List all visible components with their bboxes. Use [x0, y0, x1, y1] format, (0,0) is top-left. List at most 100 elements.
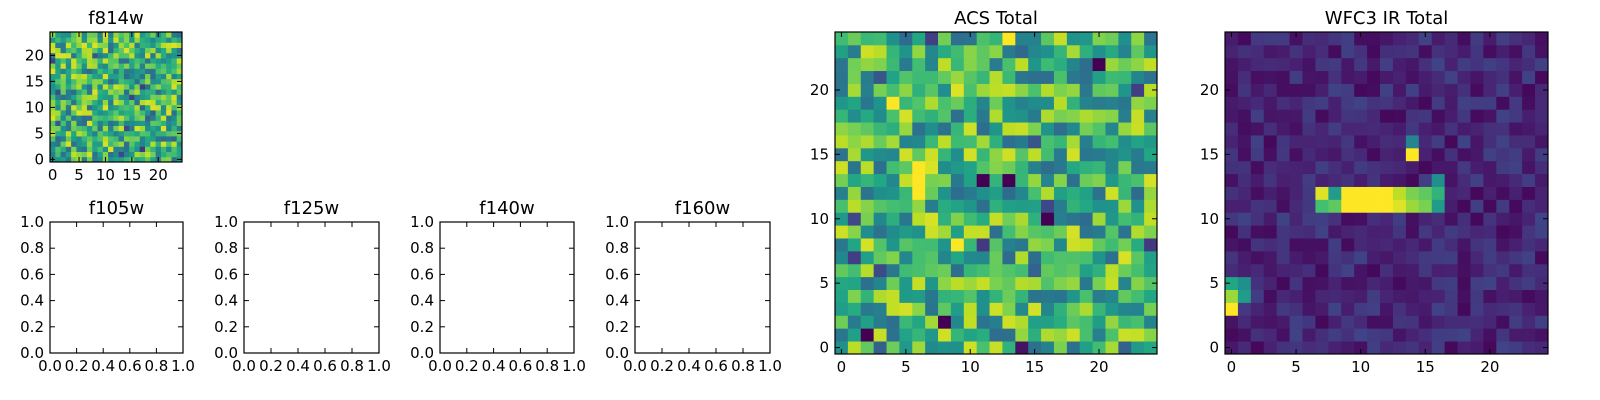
heatmap-cell	[1535, 263, 1549, 278]
heatmap-cell	[912, 173, 926, 187]
heatmap-cell	[963, 341, 978, 355]
heatmap-cell	[81, 73, 88, 80]
heatmap-cell	[1002, 70, 1016, 84]
heatmap-cell	[1041, 160, 1055, 175]
heatmap-cell	[847, 109, 862, 123]
heatmap-cell	[886, 276, 900, 290]
heatmap-cell	[155, 115, 162, 121]
heatmap-cell	[1522, 44, 1536, 59]
heatmap-cell	[1535, 250, 1549, 265]
heatmap-cell	[166, 130, 172, 137]
heatmap-cell	[76, 58, 83, 64]
heatmap-cell	[963, 57, 978, 72]
heatmap-cell	[171, 84, 178, 90]
heatmap-cell	[86, 63, 93, 69]
heatmap-cell	[1457, 122, 1471, 136]
heatmap-cell	[886, 57, 900, 72]
heatmap-cell	[1315, 225, 1329, 239]
heatmap-cell	[976, 289, 990, 303]
heatmap-cell	[938, 70, 952, 84]
heatmap-cell	[102, 120, 109, 126]
panel-title: WFC3 IR Total	[1325, 8, 1448, 29]
heatmap-cell	[1431, 122, 1446, 136]
heatmap-cell	[1105, 135, 1119, 149]
heatmap-cell	[1041, 32, 1055, 46]
heatmap-cell	[1144, 173, 1158, 187]
heatmap-cell	[1015, 147, 1029, 162]
heatmap-cell	[160, 141, 167, 147]
x-tick-label: 0.8	[340, 357, 364, 375]
heatmap-cell	[1405, 238, 1420, 252]
heatmap-cell	[60, 52, 67, 59]
heatmap-cell	[123, 120, 130, 126]
heatmap-cell	[166, 99, 172, 106]
heatmap-cell	[1380, 122, 1394, 136]
heatmap-cell	[1457, 250, 1471, 265]
heatmap-cell	[1418, 186, 1433, 200]
heatmap-cell	[963, 276, 978, 290]
heatmap-cell	[1457, 96, 1471, 110]
axes-frame-f160w	[634, 221, 771, 354]
heatmap-cell	[150, 146, 156, 152]
heatmap-cell	[1105, 109, 1119, 123]
heatmap-cell	[145, 94, 151, 100]
heatmap-cell	[113, 125, 120, 132]
heatmap-cell	[1354, 135, 1368, 149]
heatmap-cell	[1015, 225, 1029, 239]
heatmap-cell	[1380, 32, 1394, 46]
heatmap-cell	[1367, 44, 1381, 59]
heatmap-cell	[1483, 160, 1497, 175]
heatmap-cell	[1431, 135, 1446, 149]
heatmap-cell	[129, 78, 135, 85]
heatmap-cell	[97, 47, 104, 54]
heatmap-cell	[1354, 238, 1368, 252]
heatmap-cell	[1367, 147, 1381, 162]
heatmap-cell	[1289, 83, 1303, 97]
heatmap-cell	[1354, 70, 1368, 84]
heatmap-cell	[886, 238, 900, 252]
heatmap-cell	[989, 328, 1003, 342]
heatmap-cell	[113, 104, 120, 111]
heatmap-cell	[1144, 32, 1158, 46]
heatmap-cell	[155, 68, 162, 74]
heatmap-cell	[160, 156, 167, 163]
heatmap-cell	[139, 136, 146, 142]
heatmap-cell	[899, 238, 913, 252]
heatmap-cell	[1263, 135, 1278, 149]
heatmap-cell	[1302, 96, 1316, 110]
heatmap-cell	[139, 141, 146, 147]
heatmap-cell	[171, 104, 178, 111]
heatmap-cell	[97, 156, 104, 163]
heatmap-cell	[1470, 302, 1484, 316]
heatmap-cell	[1457, 173, 1471, 187]
heatmap-cell	[1496, 212, 1510, 226]
heatmap-cell	[1002, 238, 1016, 252]
heatmap-cell	[899, 96, 913, 110]
heatmap-cell	[976, 263, 990, 278]
heatmap-cell	[145, 146, 151, 152]
heatmap-cell	[1509, 147, 1523, 162]
heatmap-cell	[1092, 83, 1106, 97]
heatmap-cell	[1302, 315, 1316, 329]
heatmap-cell	[1328, 276, 1342, 290]
heatmap-cell	[950, 32, 965, 46]
heatmap-cell	[873, 160, 887, 175]
y-tick-label: 0.0	[20, 344, 44, 362]
heatmap-cell	[176, 37, 183, 43]
heatmap-cell	[1470, 263, 1484, 278]
heatmap-cell	[113, 136, 120, 142]
heatmap-cell	[1483, 70, 1497, 84]
heatmap-cell	[860, 263, 875, 278]
heatmap-cell	[963, 315, 978, 329]
heatmap-cell	[963, 122, 978, 136]
heatmap-cell	[76, 84, 83, 90]
heatmap-cell	[1118, 147, 1132, 162]
heatmap-cell	[1418, 225, 1433, 239]
heatmap-cell	[1053, 263, 1068, 278]
heatmap-cell	[1028, 186, 1042, 200]
heatmap-cell	[55, 99, 61, 106]
heatmap-cell	[1535, 199, 1549, 213]
heatmap-cell	[150, 84, 156, 90]
heatmap-cell	[55, 146, 61, 152]
x-tick-label: 15	[1025, 358, 1044, 376]
